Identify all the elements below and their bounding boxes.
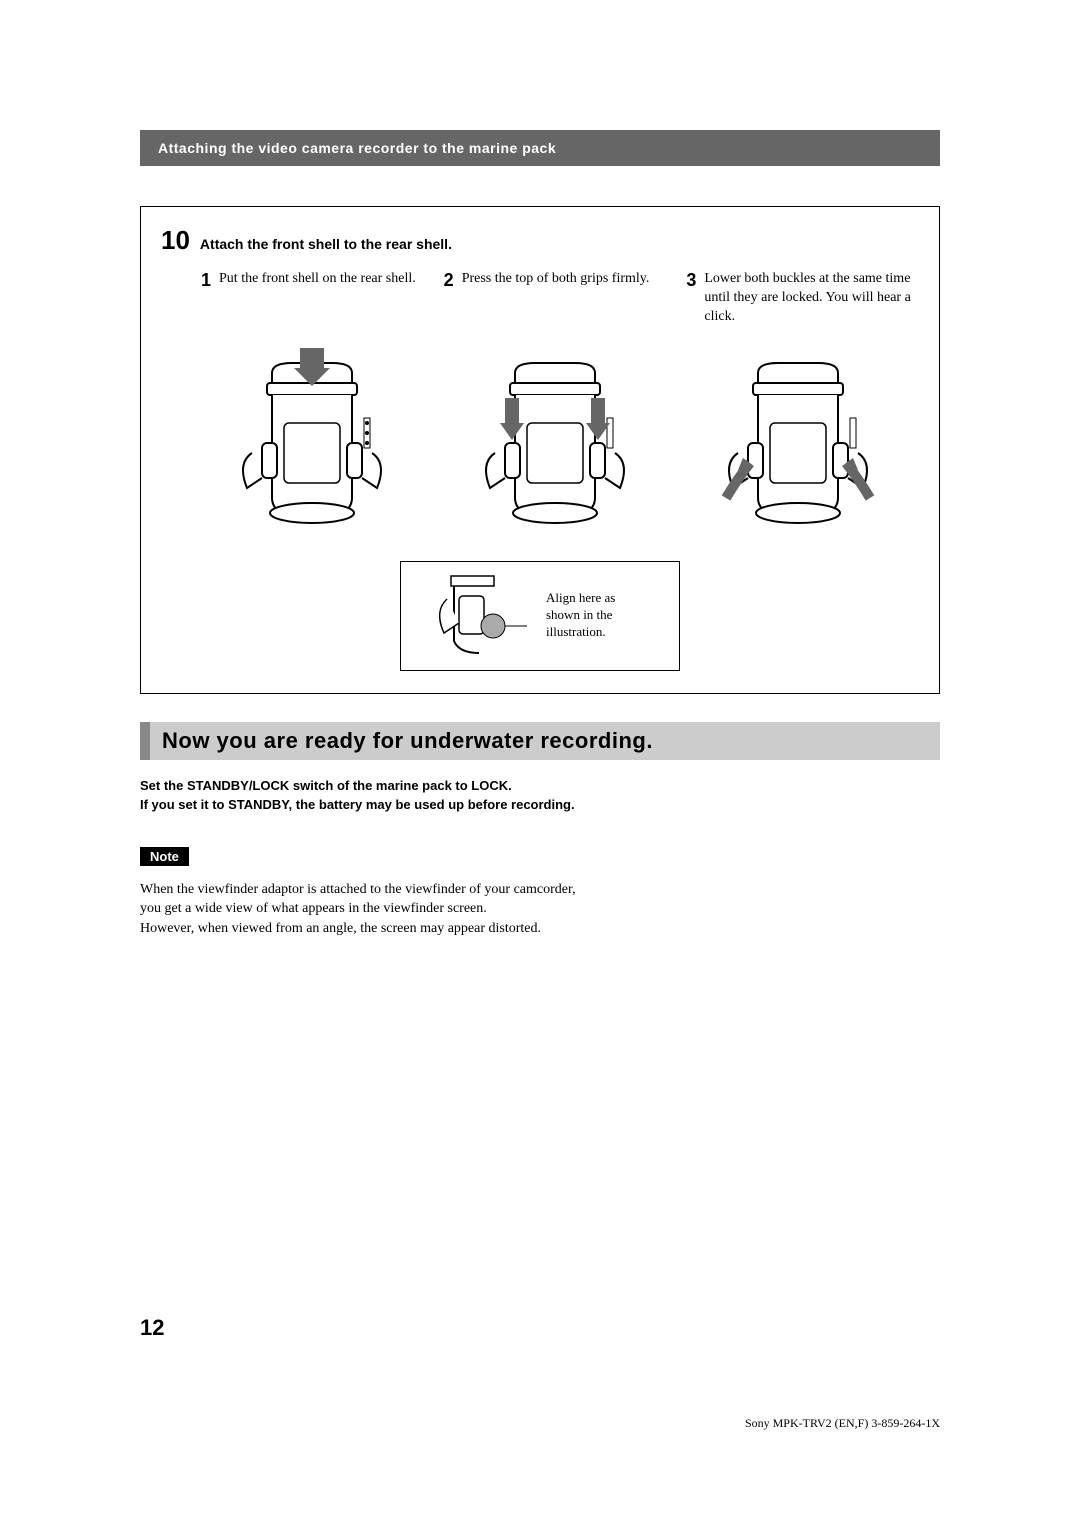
marine-pack-icon — [465, 348, 645, 538]
illustration-row — [191, 343, 919, 543]
step-title: Attach the front shell to the rear shell… — [200, 236, 452, 252]
note-label: Note — [140, 847, 189, 866]
align-note-text: Align here as shown in the illustration. — [546, 590, 641, 641]
substep-3: 3 Lower both buckles at the same time un… — [686, 270, 919, 327]
marine-pack-icon — [708, 348, 888, 538]
align-detail-icon — [439, 571, 534, 661]
substep-2: 2 Press the top of both grips firmly. — [444, 270, 677, 327]
ready-title: Now you are ready for underwater recordi… — [162, 728, 653, 753]
ready-heading: Now you are ready for underwater recordi… — [140, 722, 940, 760]
illustration-3 — [676, 343, 919, 543]
page-content: Attaching the video camera recorder to t… — [0, 0, 1080, 938]
substep-text: Put the front shell on the rear shell. — [219, 270, 416, 327]
substep-number: 1 — [201, 270, 211, 327]
substeps-row: 1 Put the front shell on the rear shell.… — [201, 270, 919, 327]
note-line: you get a wide view of what appears in t… — [140, 899, 940, 919]
note-block: Note When the viewfinder adaptor is atta… — [140, 847, 940, 939]
substep-number: 2 — [444, 270, 454, 327]
note-line: When the viewfinder adaptor is attached … — [140, 880, 940, 900]
instruction-block: Set the STANDBY/LOCK switch of the marin… — [140, 776, 940, 815]
substep-1: 1 Put the front shell on the rear shell. — [201, 270, 434, 327]
marine-pack-icon — [222, 348, 402, 538]
step-header: 10 Attach the front shell to the rear sh… — [161, 225, 919, 256]
illustration-2 — [434, 343, 677, 543]
substep-number: 3 — [686, 270, 696, 327]
align-note-box: Align here as shown in the illustration. — [400, 561, 680, 671]
instruction-line: If you set it to STANDBY, the battery ma… — [140, 795, 940, 815]
footer-text: Sony MPK-TRV2 (EN,F) 3-859-264-1X — [745, 1416, 940, 1431]
page-number: 12 — [140, 1315, 164, 1341]
substep-text: Press the top of both grips firmly. — [462, 270, 650, 327]
instruction-line: Set the STANDBY/LOCK switch of the marin… — [140, 776, 940, 796]
note-text: When the viewfinder adaptor is attached … — [140, 880, 940, 939]
step-container: 10 Attach the front shell to the rear sh… — [140, 206, 940, 694]
substep-text: Lower both buckles at the same time unti… — [704, 270, 919, 327]
illustration-1 — [191, 343, 434, 543]
section-header: Attaching the video camera recorder to t… — [140, 130, 940, 166]
step-number: 10 — [161, 225, 190, 256]
section-title: Attaching the video camera recorder to t… — [158, 140, 556, 156]
note-line: However, when viewed from an angle, the … — [140, 919, 940, 939]
